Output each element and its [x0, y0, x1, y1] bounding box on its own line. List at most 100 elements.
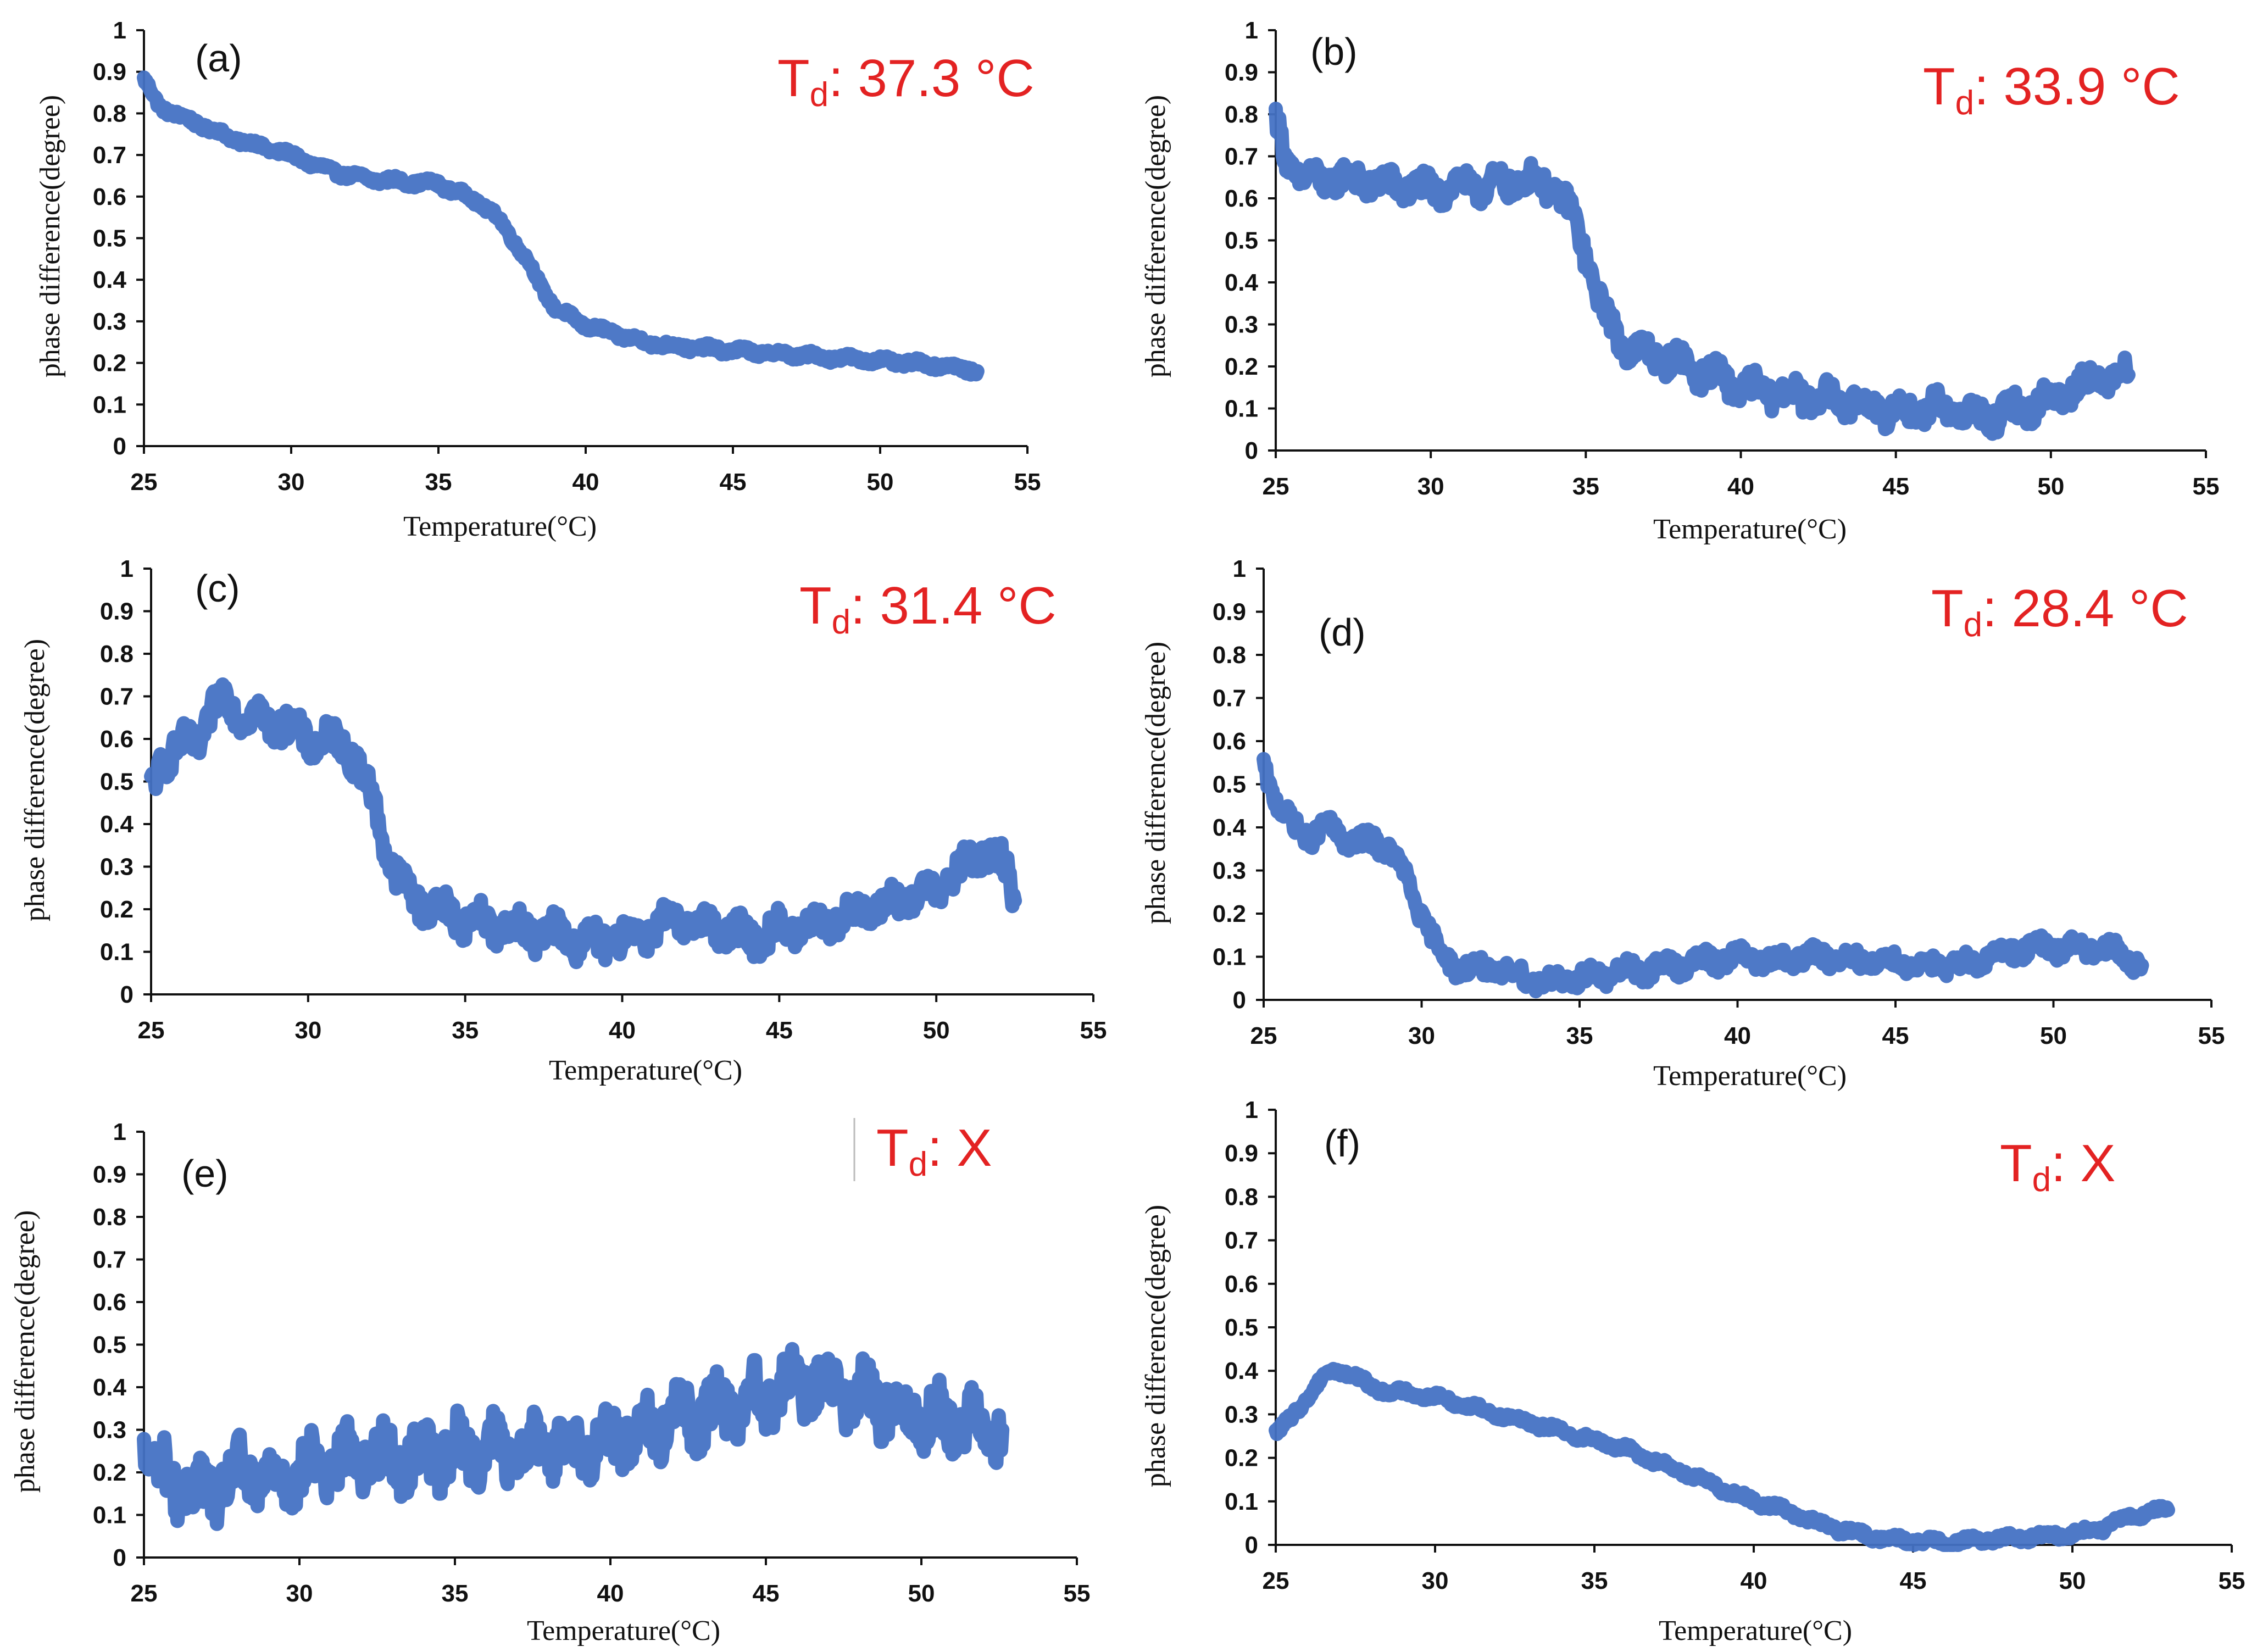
- y-tick-label: 0.4: [1225, 269, 1259, 296]
- x-tick-label: 30: [1408, 1022, 1435, 1049]
- x-tick-label: 40: [1724, 1022, 1751, 1049]
- panel-e-td-annotation: Td: X: [876, 1119, 992, 1183]
- panel-e-td-letter: T: [876, 1119, 909, 1177]
- y-tick-label: 1: [1233, 555, 1246, 582]
- x-tick-label: 45: [720, 469, 747, 496]
- panel-b-axes: 0 0.1 0.2 0.3 0.4 0.5 0.6 0.7 0.8 0.9 1 25 30 35 40 45 5…: [1225, 17, 2220, 500]
- data-series: [1257, 752, 2149, 999]
- y-tick-label: 0.7: [93, 142, 126, 169]
- panel-b-label: (b): [1310, 30, 1358, 73]
- panel-e: 0 0.1 0.2 0.3 0.4 0.5 0.6 0.7 0.8 0.9 1 25 30 35 40 45 5…: [9, 1118, 1090, 1647]
- panel-c-label: (c): [195, 567, 240, 610]
- y-tick-label: 0.4: [93, 1374, 127, 1401]
- x-tick-label: 40: [597, 1580, 624, 1607]
- x-tick-label: 40: [609, 1017, 636, 1044]
- y-tick-label: 0.1: [93, 391, 126, 418]
- x-tick-label: 50: [2040, 1022, 2067, 1049]
- x-tick-label: 45: [766, 1017, 793, 1044]
- x-tick-label: 35: [1572, 473, 1599, 500]
- y-tick-label: 0.3: [100, 854, 134, 881]
- x-tick-label: 25: [131, 1580, 158, 1607]
- panel-b-td-subscript: d: [1955, 84, 1974, 122]
- y-tick-label: 0: [113, 433, 126, 460]
- y-tick-label: 0.6: [93, 183, 126, 210]
- y-tick-label: 0.6: [100, 726, 134, 753]
- y-tick-label: 0.6: [93, 1289, 126, 1316]
- panel-a-td-annotation: Td: 37.3 °C: [777, 49, 1035, 114]
- panel-f-td-subscript: d: [2032, 1161, 2051, 1199]
- x-tick-label: 50: [2037, 473, 2064, 500]
- x-tick-label: 50: [923, 1017, 950, 1044]
- panel-c-y-axis-label: phase difference(degree): [19, 639, 51, 921]
- y-tick-label: 0.7: [93, 1247, 126, 1273]
- y-tick-label: 1: [1245, 1097, 1258, 1123]
- y-tick-label: 0.2: [100, 896, 134, 923]
- y-tick-label: 0.7: [100, 683, 134, 710]
- panel-d-td-annotation: Td: 28.4 °C: [1931, 579, 2188, 644]
- x-tick-label: 45: [1882, 473, 1909, 500]
- y-tick-label: 0.9: [1213, 599, 1246, 626]
- x-tick-label: 45: [1882, 1022, 1909, 1049]
- y-tick-label: 0.2: [1213, 900, 1246, 927]
- panel-f-td-letter: T: [2000, 1134, 2032, 1193]
- y-tick-label: 0.9: [93, 1161, 126, 1188]
- panel-b-td-letter: T: [1923, 57, 1955, 116]
- y-tick-label: 0.8: [93, 1204, 126, 1231]
- panel-f-y-axis-label: phase difference(degree): [1140, 1205, 1171, 1487]
- y-tick-label: 0.3: [93, 308, 126, 335]
- y-tick-label: 0.1: [1225, 396, 1258, 422]
- panel-e-td-subscript: d: [909, 1145, 927, 1183]
- x-tick-label: 55: [1080, 1017, 1107, 1044]
- y-tick-label: 0.3: [1213, 858, 1246, 885]
- x-tick-label: 35: [425, 469, 452, 496]
- y-tick-label: 0.8: [1225, 101, 1258, 128]
- y-tick-label: 0.1: [1225, 1488, 1258, 1515]
- y-tick-label: 0.8: [1225, 1183, 1258, 1210]
- x-tick-label: 35: [442, 1580, 469, 1607]
- x-tick-label: 55: [2219, 1567, 2245, 1594]
- panel-d-td-value: : 28.4 °C: [1982, 579, 2188, 638]
- panel-e-y-axis-label: phase difference(degree): [9, 1210, 41, 1493]
- y-tick-label: 0: [1233, 987, 1246, 1014]
- x-tick-label: 35: [1566, 1022, 1593, 1049]
- y-tick-label: 0.9: [1225, 59, 1258, 86]
- y-tick-label: 0.5: [1225, 227, 1258, 254]
- panel-e-td-value: : X: [927, 1119, 992, 1177]
- panel-b-x-axis-label: Temperature(°C): [1653, 514, 1847, 545]
- y-tick-label: 0.2: [93, 350, 126, 377]
- x-tick-label: 45: [1900, 1567, 1927, 1594]
- y-tick-label: 1: [113, 1119, 126, 1145]
- y-tick-label: 0.3: [93, 1417, 126, 1444]
- panel-b-y-axis-label: phase difference(degree): [1140, 95, 1171, 377]
- y-tick-label: 0.5: [93, 225, 126, 252]
- panel-b-td-annotation: Td: 33.9 °C: [1923, 57, 2180, 122]
- panel-c-td-letter: T: [799, 576, 832, 635]
- x-tick-label: 40: [1741, 1567, 1767, 1594]
- panel-c-td-value: : 31.4 °C: [850, 576, 1057, 635]
- panel-c-x-axis-label: Temperature(°C): [549, 1055, 742, 1086]
- y-tick-label: 0.9: [100, 598, 134, 625]
- y-tick-label: 1: [120, 555, 134, 582]
- panel-f-td-annotation: Td: X: [2000, 1134, 2116, 1199]
- panel-d-y-axis-label: phase difference(degree): [1140, 642, 1171, 924]
- x-tick-label: 25: [131, 469, 158, 496]
- x-tick-label: 30: [1417, 473, 1444, 500]
- y-tick-label: 0.7: [1225, 143, 1258, 170]
- x-tick-label: 50: [867, 469, 894, 496]
- data-series: [144, 677, 1022, 970]
- panel-c: 0 0.1 0.2 0.3 0.4 0.5 0.6 0.7 0.8 0.9 1 25 30 35 40 45 5…: [19, 555, 1107, 1086]
- y-tick-label: 0.5: [1225, 1314, 1258, 1341]
- y-tick-label: 0.2: [1225, 1445, 1258, 1472]
- panel-e-x-axis-label: Temperature(°C): [527, 1615, 720, 1647]
- y-tick-label: 0: [113, 1544, 126, 1571]
- y-tick-label: 0.6: [1225, 185, 1258, 212]
- panel-e-label: (e): [181, 1152, 229, 1195]
- panel-d: 0 0.1 0.2 0.3 0.4 0.5 0.6 0.7 0.8 0.9 1 25 30 35 40 45 5…: [1140, 555, 2225, 1092]
- y-tick-label: 0: [120, 981, 134, 1008]
- panel-a-axes: 0 0.1 0.2 0.3 0.4 0.5 0.6 0.7 0.8 0.9 1 25 30 35 40 45 5…: [93, 17, 1041, 496]
- y-tick-label: 0.6: [1213, 728, 1246, 755]
- y-tick-label: 1: [1245, 17, 1258, 44]
- y-tick-label: 0.4: [1213, 814, 1247, 841]
- x-tick-label: 30: [294, 1017, 321, 1044]
